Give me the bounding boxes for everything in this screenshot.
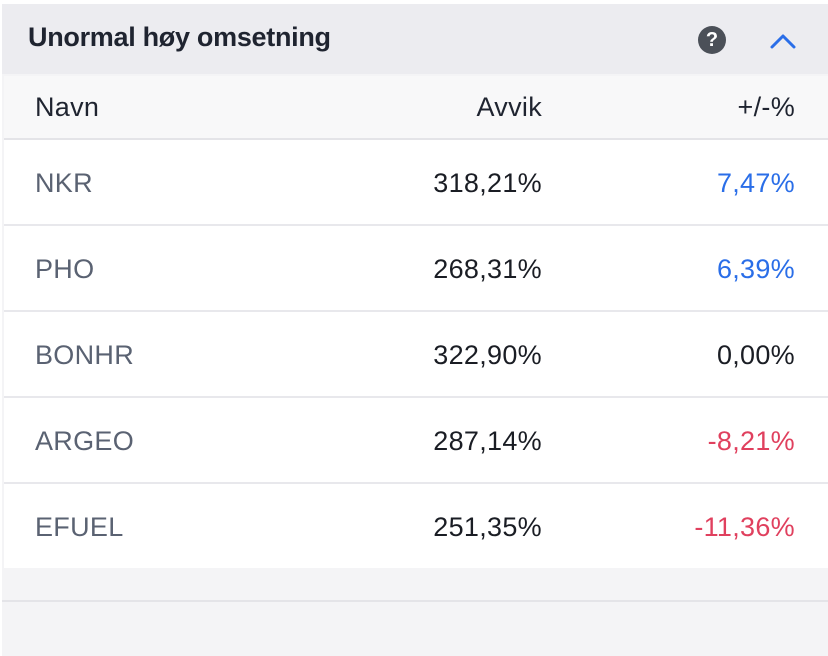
table-footer — [2, 570, 828, 602]
deviation-value: 268,31% — [433, 254, 542, 284]
table-row[interactable]: ARGEO 287,14% -8,21% — [4, 398, 828, 484]
ticker-name[interactable]: ARGEO — [35, 426, 135, 456]
chevron-up-icon[interactable] — [766, 26, 800, 54]
table-row[interactable]: EFUEL 251,35% -11,36% — [4, 484, 828, 568]
deviation-value: 318,21% — [433, 168, 542, 198]
change-value: -8,21% — [707, 426, 795, 456]
deviation-value: 251,35% — [433, 512, 542, 542]
ticker-name[interactable]: NKR — [35, 168, 93, 198]
panel-header[interactable]: Unormal høy omsetning ? — [2, 4, 828, 74]
ticker-name[interactable]: BONHR — [35, 340, 135, 370]
column-header-deviation[interactable]: Avvik — [476, 92, 542, 122]
table-header-row: Navn Avvik +/-% — [4, 76, 828, 140]
table-row[interactable]: NKR 318,21% 7,47% — [4, 140, 828, 226]
deviation-value: 287,14% — [433, 426, 542, 456]
table-row[interactable]: PHO 268,31% 6,39% — [4, 226, 828, 312]
question-circle-icon[interactable]: ? — [698, 26, 726, 54]
column-header-change[interactable]: +/-% — [737, 92, 795, 122]
change-value: -11,36% — [694, 512, 795, 542]
table-row[interactable]: BONHR 322,90% 0,00% — [4, 312, 828, 398]
turnover-table: Navn Avvik +/-% NKR 318,21% 7,47% PHO 26… — [4, 76, 828, 568]
deviation-value: 322,90% — [433, 340, 542, 370]
panel-bottom-area — [2, 602, 828, 656]
ticker-name[interactable]: EFUEL — [35, 512, 124, 542]
panel-title: Unormal høy omsetning — [28, 22, 331, 52]
ticker-name[interactable]: PHO — [35, 254, 95, 284]
change-value: 7,47% — [716, 168, 795, 198]
column-header-name[interactable]: Navn — [35, 92, 100, 122]
change-value: 6,39% — [716, 254, 795, 284]
change-value: 0,00% — [716, 340, 795, 370]
abnormal-turnover-panel: Unormal høy omsetning ? Navn Avvik +/-% … — [2, 4, 828, 656]
